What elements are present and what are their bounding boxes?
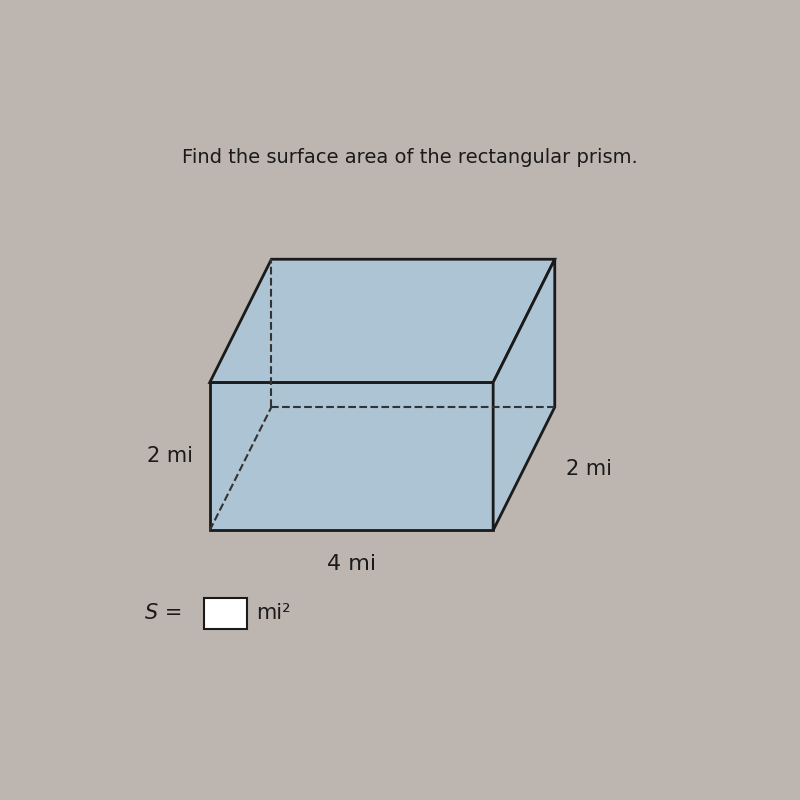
- FancyBboxPatch shape: [204, 598, 246, 629]
- Text: 4 mi: 4 mi: [327, 554, 376, 574]
- Polygon shape: [493, 259, 554, 530]
- Polygon shape: [210, 382, 493, 530]
- Text: 2 mi: 2 mi: [566, 458, 612, 478]
- Text: S =: S =: [145, 603, 182, 623]
- Text: mi²: mi²: [256, 603, 290, 623]
- Polygon shape: [210, 259, 554, 382]
- Text: 2 mi: 2 mi: [146, 446, 193, 466]
- Text: Find the surface area of the rectangular prism.: Find the surface area of the rectangular…: [182, 148, 638, 167]
